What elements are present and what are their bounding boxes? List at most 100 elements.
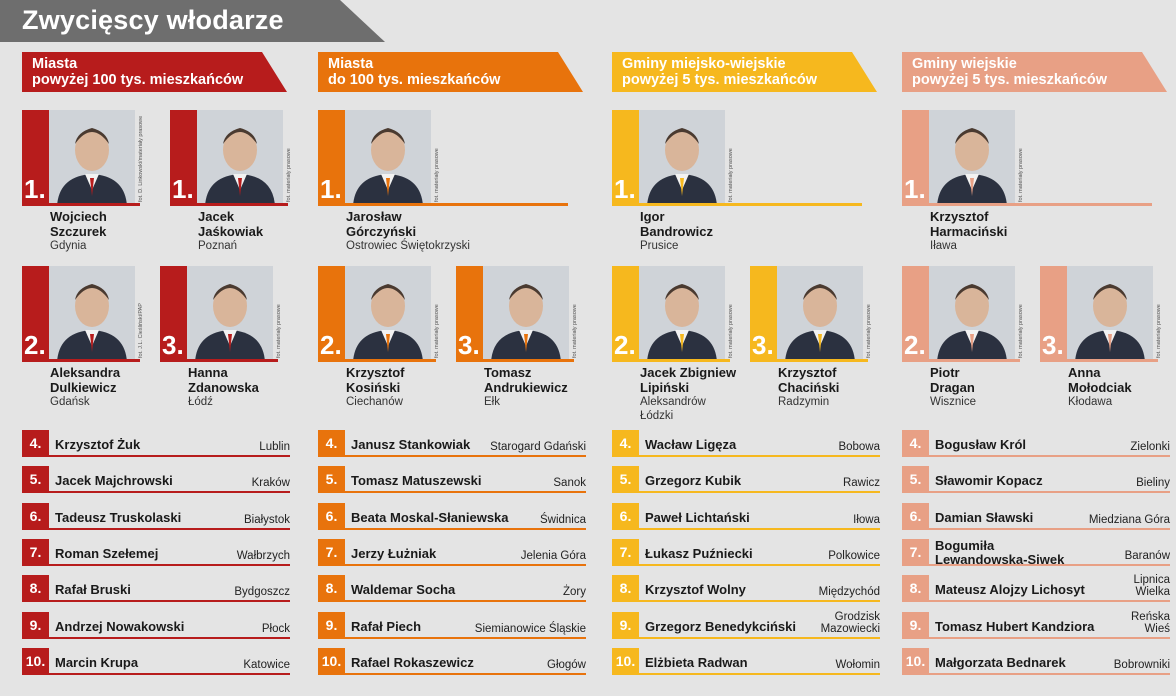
ranking-town: Międzychód <box>818 586 880 599</box>
ranking-number: 6. <box>612 502 639 530</box>
category-title: Gminy miejsko-wiejskie powyżej 5 tys. mi… <box>622 56 818 88</box>
ranking-town: Żory <box>563 586 586 599</box>
portrait-photo <box>929 110 1015 206</box>
rank-number: 1. <box>320 174 342 204</box>
winner-card: 1. fot. D. Linkowski/materiały prasowe Woj… <box>22 110 162 252</box>
ranking-town: Bobrowniki <box>1113 658 1170 671</box>
ranking-town: Wołomin <box>835 658 880 671</box>
row-divider <box>639 636 880 639</box>
winner-name: Wojciech Szczurek <box>50 209 107 239</box>
winner-town: Gdańsk <box>50 396 90 408</box>
ranking-name: Małgorzata Bednarek <box>935 654 1066 670</box>
row-divider <box>345 491 586 494</box>
ranking-name: Andrzej Nowakowski <box>55 618 185 634</box>
ranking-number: 8. <box>612 575 639 603</box>
ranking-number: 9. <box>902 611 929 639</box>
winner-card: 2. fot. J.L. Cieśliński/PAP Aleksandra Dul… <box>22 266 162 408</box>
row-divider <box>929 491 1170 494</box>
ranking-name: Tomasz Matuszewski <box>351 473 482 489</box>
ranking-town: Grodzisk Mazowiecki <box>820 610 880 635</box>
ranking-town: Siemianowice Śląskie <box>474 622 586 635</box>
row-divider <box>345 672 586 675</box>
ranking-row: 7. Bogumiła Lewandowska-Siwek Baranów <box>902 538 1170 566</box>
rank-number: 3. <box>1042 330 1064 360</box>
ranking-town: Wałbrzych <box>236 549 290 562</box>
page-title: Zwycięscy włodarze <box>22 5 284 35</box>
rank-bar <box>902 266 929 362</box>
ranking-name: Tomasz Hubert Kandziora <box>935 618 1095 634</box>
winner-card: 3. fot. materiały prasowe Tomasz Andrukiew… <box>456 266 596 408</box>
ranking-row: 4. Bogusław Król Zielonki <box>902 430 1170 457</box>
ranking-number: 6. <box>318 502 345 530</box>
winner-town: Ełk <box>484 396 500 408</box>
portrait-photo <box>197 110 283 206</box>
row-divider <box>929 563 1170 566</box>
winner-name: Tomasz Andrukiewicz <box>484 365 568 395</box>
rank-number: 1. <box>24 174 46 204</box>
winner-town: Ostrowiec Świętokrzyski <box>346 240 470 252</box>
ranking-row: 7. Łukasz Puźniecki Polkowice <box>612 538 880 566</box>
ranking-row: 7. Jerzy Łużniak Jelenia Góra <box>318 538 586 566</box>
row-divider <box>929 672 1170 675</box>
ranking-name: Bogusław Król <box>935 437 1027 452</box>
ranking-name: Sławomir Kopacz <box>935 473 1043 489</box>
portrait-photo <box>345 110 431 206</box>
ranking-town: Rawicz <box>842 477 880 490</box>
winner-card: 3. fot. materiały prasowe Krzysztof Chaciń… <box>750 266 890 408</box>
ranking-number: 8. <box>902 575 929 603</box>
portrait-photo <box>929 266 1015 362</box>
winner-town: Radzymin <box>778 396 830 408</box>
ranking-number: 8. <box>22 575 49 603</box>
winner-name: Anna Mołodciak <box>1068 365 1132 395</box>
ranking-town: Kraków <box>251 477 290 490</box>
accent-underline <box>902 359 1020 362</box>
ranking-number: 9. <box>318 611 345 639</box>
rank-number: 1. <box>172 174 194 204</box>
ranking-name: Grzegorz Benedykciński <box>645 618 796 634</box>
photo-credit: fot. materiały prasowe <box>866 304 872 358</box>
portrait-photo <box>483 266 569 362</box>
winner-card: 1. fot. materiały prasowe Jacek Jaśkowiak P… <box>170 110 310 252</box>
ranking-name: Jacek Majchrowski <box>55 473 173 489</box>
ranking-town: Zielonki <box>1130 441 1170 453</box>
ranking-row: 9. Grzegorz Benedykciński Grodzisk Mazowie… <box>612 610 880 639</box>
photo-credit: fot. materiały prasowe <box>728 148 734 202</box>
portrait-photo <box>49 266 135 362</box>
winner-card: 2. fot. materiały prasowe Piotr Dragan Wisz… <box>902 266 1042 408</box>
winner-card: 2. fot. materiały prasowe Jacek Zbigniew L… <box>612 266 752 422</box>
photo-credit: fot. materiały prasowe <box>276 304 282 358</box>
category-title: Gminy wiejskie powyżej 5 tys. mieszkańcó… <box>912 56 1108 88</box>
row-divider <box>639 600 880 603</box>
row-divider <box>639 563 880 566</box>
ranking-row: 8. Krzysztof Wolny Międzychód <box>612 575 880 603</box>
portrait-photo <box>777 266 863 362</box>
ranking-town: Katowice <box>243 658 290 671</box>
accent-underline <box>170 203 288 206</box>
ranking-number: 7. <box>612 538 639 566</box>
row-divider <box>345 527 586 530</box>
ranking-row: 9. Rafał Piech Siemianowice Śląskie <box>318 611 586 639</box>
rank-number: 2. <box>904 330 926 360</box>
row-divider <box>639 491 880 494</box>
ranking-town: Płock <box>261 622 290 635</box>
row-divider <box>49 491 290 494</box>
category-title: Miasta do 100 tys. mieszkańców <box>328 56 501 88</box>
winner-name: Jacek Zbigniew Lipiński <box>640 365 737 395</box>
accent-underline <box>456 359 574 362</box>
ranking-number: 4. <box>22 430 49 457</box>
ranking-number: 5. <box>902 466 929 494</box>
ranking-number: 7. <box>22 538 49 566</box>
winner-name: Krzysztof Chaciński <box>778 365 840 395</box>
ranking-town: Bydgoszcz <box>234 586 290 599</box>
rank-bar <box>456 266 483 362</box>
rank-bar <box>318 110 345 206</box>
ranking-town: Lipnica Wielka <box>1133 574 1170 599</box>
ranking-number: 4. <box>318 430 345 457</box>
ranking-row: 8. Mateusz Alojzy Lichosyt Lipnica Wielka <box>902 574 1170 603</box>
ranking-number: 10. <box>902 647 929 675</box>
row-divider <box>49 455 290 457</box>
ranking-town: Starogard Gdański <box>490 441 586 453</box>
row-divider <box>929 527 1170 530</box>
ranking-row: 9. Andrzej Nowakowski Płock <box>22 611 290 639</box>
ranking-number: 5. <box>612 466 639 494</box>
